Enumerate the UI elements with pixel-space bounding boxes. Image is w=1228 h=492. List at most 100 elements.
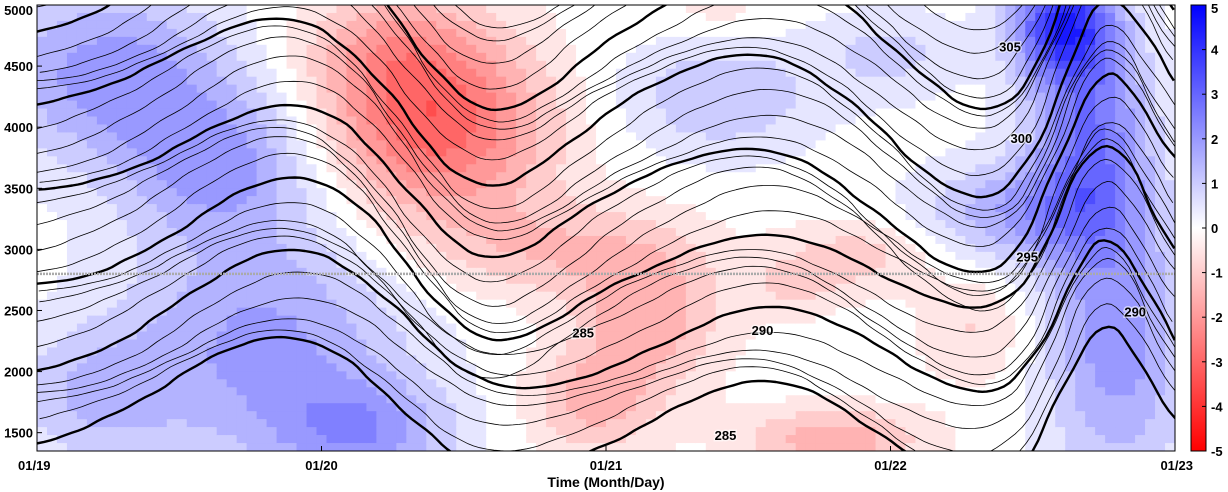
field-cell (366, 60, 377, 70)
field-cell (675, 60, 687, 70)
field-cell (206, 395, 218, 404)
field-cell (216, 36, 228, 46)
field-cell (296, 275, 308, 285)
field-cell (675, 379, 687, 388)
field-cell (256, 419, 268, 428)
field-cell (835, 251, 847, 261)
field-cell (436, 5, 447, 14)
field-cell (286, 443, 298, 451)
field-cell (655, 116, 667, 126)
field-cell (296, 188, 308, 197)
field-cell (635, 315, 647, 325)
field-cell (795, 291, 807, 301)
field-cell (266, 156, 278, 165)
field-cell (566, 291, 577, 301)
field-cell (855, 275, 867, 285)
field-cell (256, 84, 268, 94)
field-cell (296, 108, 308, 118)
field-cell (675, 299, 687, 309)
field-cell (116, 283, 128, 293)
field-cell (376, 355, 387, 364)
field-cell (466, 243, 477, 253)
field-cell (625, 235, 637, 245)
field-cell (396, 435, 407, 444)
field-cell (765, 164, 777, 173)
field-cell (665, 12, 677, 22)
field-cell (306, 108, 318, 118)
field-cell (615, 283, 627, 293)
field-cell (46, 36, 58, 46)
field-cell (76, 212, 88, 221)
field-cell (336, 267, 348, 277)
field-cell (126, 76, 138, 86)
field-cell (416, 180, 427, 189)
field-cell (386, 275, 397, 285)
field-cell (46, 235, 58, 245)
field-cell (236, 132, 248, 141)
field-cell (66, 403, 78, 412)
field-cell (635, 395, 647, 404)
field-cell (635, 243, 647, 253)
field-cell (326, 339, 338, 349)
field-cell (925, 12, 937, 22)
field-cell (715, 403, 727, 412)
field-cell (296, 84, 308, 94)
field-cell (376, 315, 387, 325)
field-cell (106, 419, 118, 428)
field-cell (476, 427, 487, 436)
field-cell (546, 291, 557, 301)
field-cell (725, 243, 737, 253)
field-cell (615, 395, 627, 404)
field-cell (586, 164, 597, 173)
field-cell (825, 339, 837, 349)
field-cell (106, 132, 118, 141)
field-cell (476, 5, 487, 14)
field-cell (37, 339, 48, 349)
field-cell (406, 12, 417, 22)
field-cell (96, 60, 108, 70)
field-cell (166, 164, 178, 173)
field-cell (196, 84, 208, 94)
field-cell (566, 44, 577, 54)
field-cell (306, 100, 318, 110)
field-cell (596, 371, 607, 380)
field-cell (805, 5, 817, 14)
field-cell (825, 307, 837, 317)
field-cell (186, 267, 198, 277)
field-cell (815, 235, 827, 245)
field-cell (606, 212, 617, 221)
field-cell (116, 228, 128, 237)
field-cell (845, 92, 857, 102)
field-cell (596, 44, 607, 54)
field-cell (386, 44, 397, 54)
field-cell (416, 116, 427, 126)
field-cell (625, 267, 637, 277)
field-cell (476, 92, 487, 102)
field-cell (246, 28, 258, 38)
field-cell (715, 188, 727, 197)
field-cell (755, 235, 767, 245)
field-cell (96, 124, 108, 134)
field-cell (615, 20, 627, 30)
field-cell (795, 148, 807, 157)
field-cell (266, 307, 278, 317)
field-cell (396, 172, 407, 181)
field-cell (186, 419, 198, 428)
field-cell (206, 403, 218, 412)
field-cell (146, 140, 158, 149)
field-cell (735, 180, 747, 189)
field-cell (436, 411, 447, 420)
field-cell (705, 307, 717, 317)
field-cell (865, 323, 877, 333)
field-cell (416, 68, 427, 78)
field-cell (855, 347, 867, 357)
field-cell (296, 387, 308, 396)
field-cell (645, 251, 657, 261)
field-cell (56, 68, 68, 78)
field-cell (596, 100, 607, 110)
field-cell (306, 196, 318, 205)
field-cell (905, 164, 917, 173)
field-cell (536, 68, 547, 78)
field-cell (645, 164, 657, 173)
field-cell (56, 435, 68, 444)
